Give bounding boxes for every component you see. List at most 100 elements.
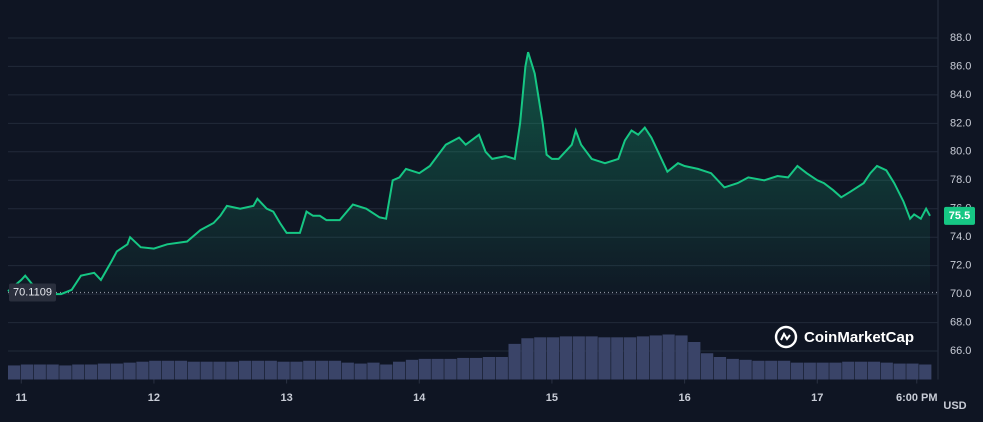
volume-bar	[162, 360, 175, 380]
price-line	[7, 51, 931, 296]
volume-bar	[701, 353, 714, 380]
volume-bar	[418, 358, 431, 380]
volume-bar	[919, 364, 932, 380]
volume-bar	[598, 337, 611, 380]
reference-label: 70.1109	[13, 286, 52, 298]
volume-bar	[559, 336, 573, 380]
x-tick-label: 13	[280, 392, 292, 404]
volume-bar	[675, 335, 688, 380]
volume-bar	[277, 361, 290, 380]
volume-bar	[264, 360, 277, 380]
volume-bar	[752, 360, 765, 380]
volume-bar	[8, 365, 21, 380]
volume-bar	[906, 363, 919, 380]
brand-logo	[774, 325, 798, 349]
reference-label-box	[9, 283, 56, 302]
volume-bar	[136, 361, 149, 380]
volume-bar	[380, 364, 393, 380]
volume-bar	[200, 361, 213, 380]
volume-bar	[624, 337, 637, 380]
volume-bar	[572, 336, 585, 380]
volume-bar	[149, 360, 162, 380]
x-tick-label: 11	[15, 392, 27, 404]
volume-bar	[842, 361, 855, 380]
volume-bar	[174, 360, 188, 380]
price-area	[8, 52, 930, 295]
volume-bar	[33, 364, 46, 380]
volume-bar	[251, 360, 265, 380]
volume-bar	[739, 359, 752, 380]
volume-bar	[316, 360, 329, 380]
x-tick-label: 14	[413, 392, 426, 404]
volume-bar	[303, 360, 316, 380]
volume-bar	[726, 358, 739, 380]
volume-bar	[893, 363, 906, 380]
volume-bar	[393, 361, 406, 380]
volume-bar	[367, 362, 380, 380]
volume-bar	[521, 338, 534, 380]
volume-bar	[470, 357, 483, 380]
volume-bar	[328, 360, 342, 380]
brand-name: CoinMarketCap	[804, 329, 914, 346]
y-tick-label: 72.0	[950, 260, 971, 272]
x-tick-label: 12	[148, 392, 160, 404]
volume-bar	[649, 335, 662, 380]
volume-bar	[495, 357, 508, 380]
volume-bar	[97, 363, 111, 380]
volume-bar	[59, 365, 72, 380]
x-tick-label: 6:00 PM	[896, 392, 938, 404]
volume-bar	[508, 343, 521, 380]
y-tick-label: 80.0	[950, 146, 971, 158]
volume-bar	[636, 336, 650, 380]
volume-bar	[444, 358, 457, 380]
volume-bar	[46, 364, 59, 380]
volume-bar	[662, 334, 675, 380]
volume-bar	[431, 358, 444, 380]
volume-bar	[611, 337, 624, 380]
volume-bar	[213, 361, 226, 380]
volume-bar	[790, 362, 804, 380]
volume-bar	[855, 361, 868, 380]
volume-bar	[354, 363, 367, 380]
volume-bar	[713, 357, 727, 380]
volume-bar	[778, 360, 791, 380]
y-tick-label: 84.0	[950, 89, 971, 101]
volume-bar	[20, 364, 34, 380]
volume-bar	[547, 337, 560, 380]
volume-bar	[341, 362, 354, 380]
y-tick-label: 66.0	[950, 345, 971, 357]
y-tick-label: 74.0	[950, 231, 971, 243]
volume-bar	[110, 363, 123, 380]
x-tick-label: 15	[546, 392, 558, 404]
y-tick-label: 82.0	[950, 117, 971, 129]
current-value-box	[944, 206, 975, 225]
y-tick-label: 68.0	[950, 316, 971, 328]
volume-bar	[123, 362, 136, 380]
volume-bar	[72, 364, 85, 380]
y-tick-label: 86.0	[950, 60, 971, 72]
volume-bar	[226, 361, 239, 380]
volume-bar	[482, 357, 496, 380]
volume-bar	[85, 364, 98, 380]
volume-bar	[880, 362, 893, 380]
y-tick-label: 78.0	[950, 174, 971, 186]
volume-bar	[290, 361, 303, 380]
volume-bar	[829, 362, 842, 380]
volume-bar	[405, 359, 419, 380]
volume-bar	[803, 362, 816, 380]
volume-bar	[239, 360, 252, 380]
volume-bar	[765, 360, 778, 380]
x-tick-label: 17	[811, 392, 823, 404]
current-value-label: 75.5	[949, 210, 970, 222]
volume-bar	[816, 362, 829, 380]
volume-bar	[585, 336, 598, 380]
y-tick-label: 70.0	[950, 288, 971, 300]
y-tick-label: 88.0	[950, 32, 971, 44]
volume-bar	[534, 337, 547, 380]
volume-bar	[867, 361, 881, 380]
volume-bar	[688, 342, 701, 380]
currency-label: USD	[943, 400, 966, 412]
volume-bar	[187, 361, 200, 380]
